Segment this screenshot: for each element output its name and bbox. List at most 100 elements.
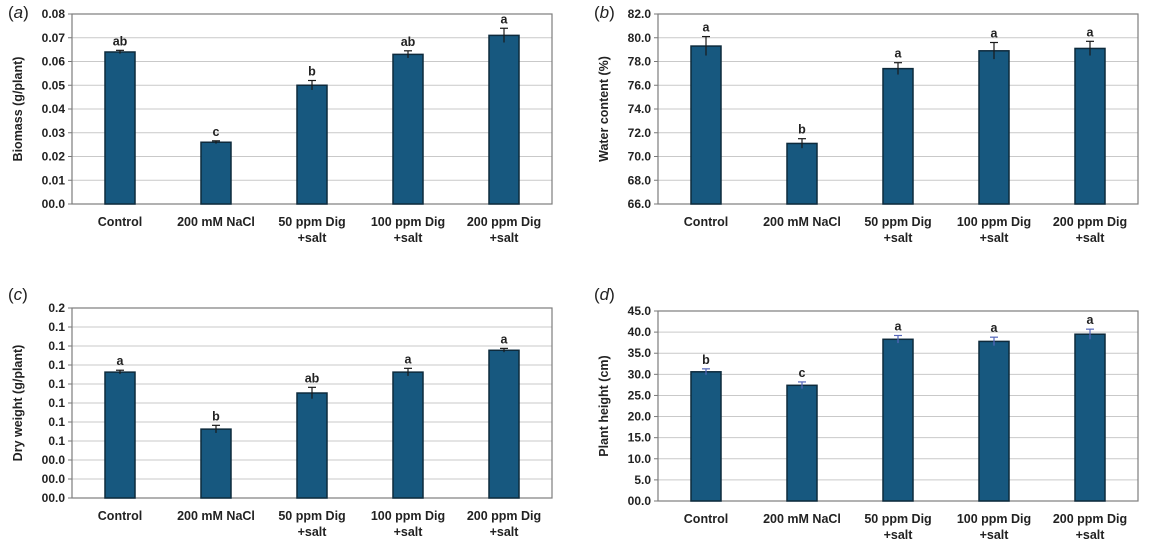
category-label: 100 ppm Dig +salt	[371, 215, 445, 245]
y-tick-label: 0.1	[48, 415, 65, 429]
significance-letter: a	[991, 27, 999, 41]
bar	[488, 349, 520, 499]
bar	[978, 340, 1010, 502]
y-tick-label: 0.1	[48, 434, 65, 448]
y-tick-label: 0.1	[48, 396, 65, 410]
category-label: 100 ppm Dig +salt	[957, 215, 1031, 245]
category-label: Control	[684, 215, 728, 229]
bar	[786, 142, 818, 205]
bar	[1074, 333, 1106, 502]
category-label: 200 ppm Dig +salt	[467, 509, 541, 539]
significance-letter: a	[501, 12, 509, 26]
y-tick-label: 0.02	[42, 150, 66, 164]
significance-letter: a	[117, 354, 125, 368]
y-axis-title: Biomass (g/plant)	[11, 57, 25, 162]
significance-letter: ab	[401, 35, 416, 49]
bar	[1074, 47, 1106, 205]
significance-letter: b	[308, 65, 316, 79]
bar	[104, 51, 136, 205]
y-tick-label: 0.1	[48, 358, 65, 372]
category-label: 50 ppm Dig +salt	[864, 215, 931, 245]
y-tick-label: 66.0	[628, 197, 652, 211]
chart-panel-c: (c) 00.0 00.0 00.0 0.1 0.1 0.1 0.1 0.1 0.1 0.1 0.2 D…	[8, 285, 553, 539]
y-tick-label: 0.01	[42, 173, 66, 187]
significance-letter: a	[895, 47, 903, 61]
y-tick-label: 25.0	[628, 388, 652, 402]
y-tick-label: 30.0	[628, 367, 652, 381]
significance-letter: ab	[305, 371, 320, 385]
category-label: Control	[98, 509, 142, 523]
category-label: Control	[98, 215, 142, 229]
category-label: 100 ppm Dig +salt	[957, 512, 1031, 542]
y-tick-label: 00.0	[42, 197, 66, 211]
category-label: 50 ppm Dig +salt	[278, 509, 345, 539]
y-tick-label: 10.0	[628, 452, 652, 466]
category-label: 200 ppm Dig +salt	[467, 215, 541, 245]
bar	[200, 141, 232, 205]
bar	[882, 67, 914, 205]
y-tick-label: 0.1	[48, 377, 65, 391]
y-tick-label: 68.0	[628, 173, 652, 187]
bar	[978, 50, 1010, 205]
significance-letter: a	[1087, 313, 1095, 327]
significance-letter: b	[212, 409, 220, 423]
bar	[392, 371, 424, 499]
significance-letter: a	[1087, 25, 1095, 39]
category-label: 200 mM NaCl	[763, 512, 841, 526]
bar	[296, 392, 328, 499]
significance-letter: c	[799, 366, 806, 380]
significance-letter: b	[702, 353, 710, 367]
y-tick-label: 00.0	[42, 453, 66, 467]
chart-panel-a: (a) 00.0 0.01 0.02 0.03 0.04 0.05 0.06 0.07 0.08 B…	[8, 3, 553, 245]
category-label: 200 ppm Dig +salt	[1053, 512, 1127, 542]
y-tick-label: 78.0	[628, 55, 652, 69]
bar	[786, 384, 818, 502]
y-tick-label: 45.0	[628, 304, 652, 318]
category-label: 50 ppm Dig +salt	[864, 512, 931, 542]
category-label: 200 mM NaCl	[763, 215, 841, 229]
y-tick-label: 0.07	[42, 31, 66, 45]
category-label: 200 mM NaCl	[177, 509, 255, 523]
panel-label: (b)	[594, 3, 615, 22]
y-axis-title: Water content (%)	[597, 56, 611, 162]
chart-panel-b: (b) 66.0 68.0 70.0 72.0 74.0 76.0 78.0 80.0 82.0 W…	[594, 3, 1139, 245]
y-tick-label: 76.0	[628, 78, 652, 92]
y-tick-label: 70.0	[628, 150, 652, 164]
y-tick-label: 15.0	[628, 431, 652, 445]
category-label: 100 ppm Dig +salt	[371, 509, 445, 539]
y-tick-label: 0.03	[42, 126, 66, 140]
bar	[488, 34, 520, 205]
y-tick-label: 00.0	[628, 494, 652, 508]
y-tick-label: 0.04	[42, 102, 66, 116]
significance-letter: a	[405, 352, 413, 366]
panel-label: (d)	[594, 285, 615, 304]
category-label: 200 ppm Dig +salt	[1053, 215, 1127, 245]
significance-letter: a	[991, 321, 999, 335]
y-tick-label: 0.1	[48, 320, 65, 334]
y-tick-label: 00.0	[42, 472, 66, 486]
y-tick-label: 00.0	[42, 491, 66, 505]
bar	[296, 84, 328, 205]
y-tick-label: 20.0	[628, 410, 652, 424]
panel-label: (c)	[8, 285, 28, 304]
y-tick-label: 0.2	[48, 301, 65, 315]
bar	[104, 371, 136, 499]
y-axis-title: Plant height (cm)	[597, 355, 611, 456]
bar	[392, 53, 424, 205]
y-tick-label: 80.0	[628, 31, 652, 45]
significance-letter: b	[798, 123, 806, 137]
y-tick-label: 0.05	[42, 78, 66, 92]
category-label: 50 ppm Dig +salt	[278, 215, 345, 245]
bar	[882, 338, 914, 502]
panel-label: (a)	[8, 3, 29, 22]
bar	[690, 45, 722, 205]
significance-letter: a	[501, 332, 509, 346]
significance-letter: a	[703, 21, 711, 35]
y-tick-label: 82.0	[628, 7, 652, 21]
y-tick-label: 0.08	[42, 7, 66, 21]
y-tick-label: 40.0	[628, 325, 652, 339]
y-tick-label: 0.1	[48, 339, 65, 353]
bar	[690, 371, 722, 502]
y-tick-label: 35.0	[628, 346, 652, 360]
